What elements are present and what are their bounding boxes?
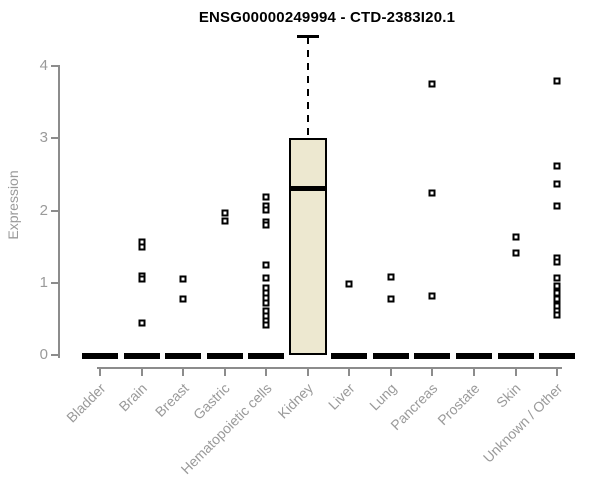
outlier-point	[428, 80, 436, 88]
y-tick-label: 2	[39, 201, 48, 219]
x-tick-label: Breast	[151, 380, 192, 420]
outlier-point	[221, 217, 229, 225]
outlier-point	[428, 189, 436, 197]
x-axis-tick	[431, 368, 434, 376]
zero-median-bar	[372, 353, 409, 359]
x-axis-tick	[514, 368, 517, 376]
y-tick-label: 3	[39, 129, 48, 147]
outlier-point	[138, 243, 146, 251]
outlier-point	[553, 258, 561, 266]
outlier-point	[387, 295, 395, 303]
outlier-point	[138, 319, 146, 327]
outlier-point	[345, 280, 353, 288]
outlier-point	[387, 273, 395, 281]
outlier-point	[553, 274, 561, 282]
x-tick-label: Unknown / Other	[479, 380, 566, 466]
zero-median-bar	[414, 353, 451, 359]
zero-median-bar	[539, 353, 576, 359]
outlier-point	[553, 77, 561, 85]
y-tick-label: 0	[39, 346, 48, 363]
outlier-point	[262, 274, 270, 282]
zero-median-bar	[455, 353, 492, 359]
outlier-point	[179, 275, 187, 283]
y-axis-tick	[51, 209, 59, 212]
outlier-point	[512, 233, 519, 241]
y-tick-label: 4	[39, 57, 48, 74]
x-axis-tick	[265, 368, 268, 376]
zero-median-bar	[497, 353, 534, 359]
outlier-point	[553, 202, 561, 210]
x-axis-tick	[99, 368, 101, 376]
zero-median-bar	[123, 353, 160, 359]
outlier-point	[428, 292, 436, 300]
outlier-point	[512, 249, 519, 257]
outlier-point	[221, 209, 229, 217]
x-tick-label: Brain	[115, 380, 150, 415]
x-axis-tick	[223, 368, 226, 376]
x-tick-label: Lung	[365, 380, 400, 414]
zero-median-bar	[248, 353, 285, 359]
zero-median-bar	[206, 353, 243, 359]
x-axis-tick	[472, 368, 475, 376]
y-axis-tick	[51, 354, 59, 356]
zero-median-bar	[331, 353, 368, 359]
x-tick-label: Prostate	[434, 380, 483, 429]
outlier-point	[262, 206, 270, 214]
x-axis-tick	[556, 368, 559, 376]
outlier-point	[553, 282, 561, 290]
y-axis-tick	[51, 65, 59, 67]
outlier-point	[262, 193, 270, 201]
boxplot-box	[288, 138, 327, 355]
zero-median-bar	[165, 353, 202, 359]
outlier-point	[553, 180, 561, 188]
x-axis-tick	[348, 368, 351, 376]
outlier-point	[553, 162, 561, 170]
x-axis-tick	[306, 368, 309, 376]
x-tick-label: Liver	[324, 380, 358, 413]
outlier-point	[262, 221, 270, 229]
chart-title: ENSG00000249994 - CTD-2383I20.1	[198, 9, 456, 26]
outlier-point	[262, 321, 270, 329]
outlier-point	[553, 311, 561, 319]
y-axis-line	[58, 65, 60, 358]
outlier-point	[138, 275, 146, 283]
x-axis-tick	[389, 368, 392, 376]
x-axis-tick	[140, 368, 143, 376]
whisker-line	[306, 37, 309, 139]
outlier-point	[179, 295, 187, 303]
median-line	[290, 186, 325, 192]
whisker-cap	[296, 35, 319, 39]
x-tick-label: Skin	[493, 380, 524, 411]
x-axis-tick	[182, 368, 185, 376]
zero-median-bar	[82, 353, 118, 359]
x-axis-line	[97, 367, 562, 369]
outlier-point	[262, 261, 270, 269]
y-tick-label: 1	[39, 273, 48, 291]
x-tick-label: Kidney	[274, 380, 317, 422]
outlier-point	[262, 299, 270, 307]
y-axis-tick	[51, 281, 59, 284]
y-axis-tick	[51, 137, 59, 140]
outlier-point	[553, 295, 561, 303]
x-tick-label: Bladder	[62, 380, 109, 426]
